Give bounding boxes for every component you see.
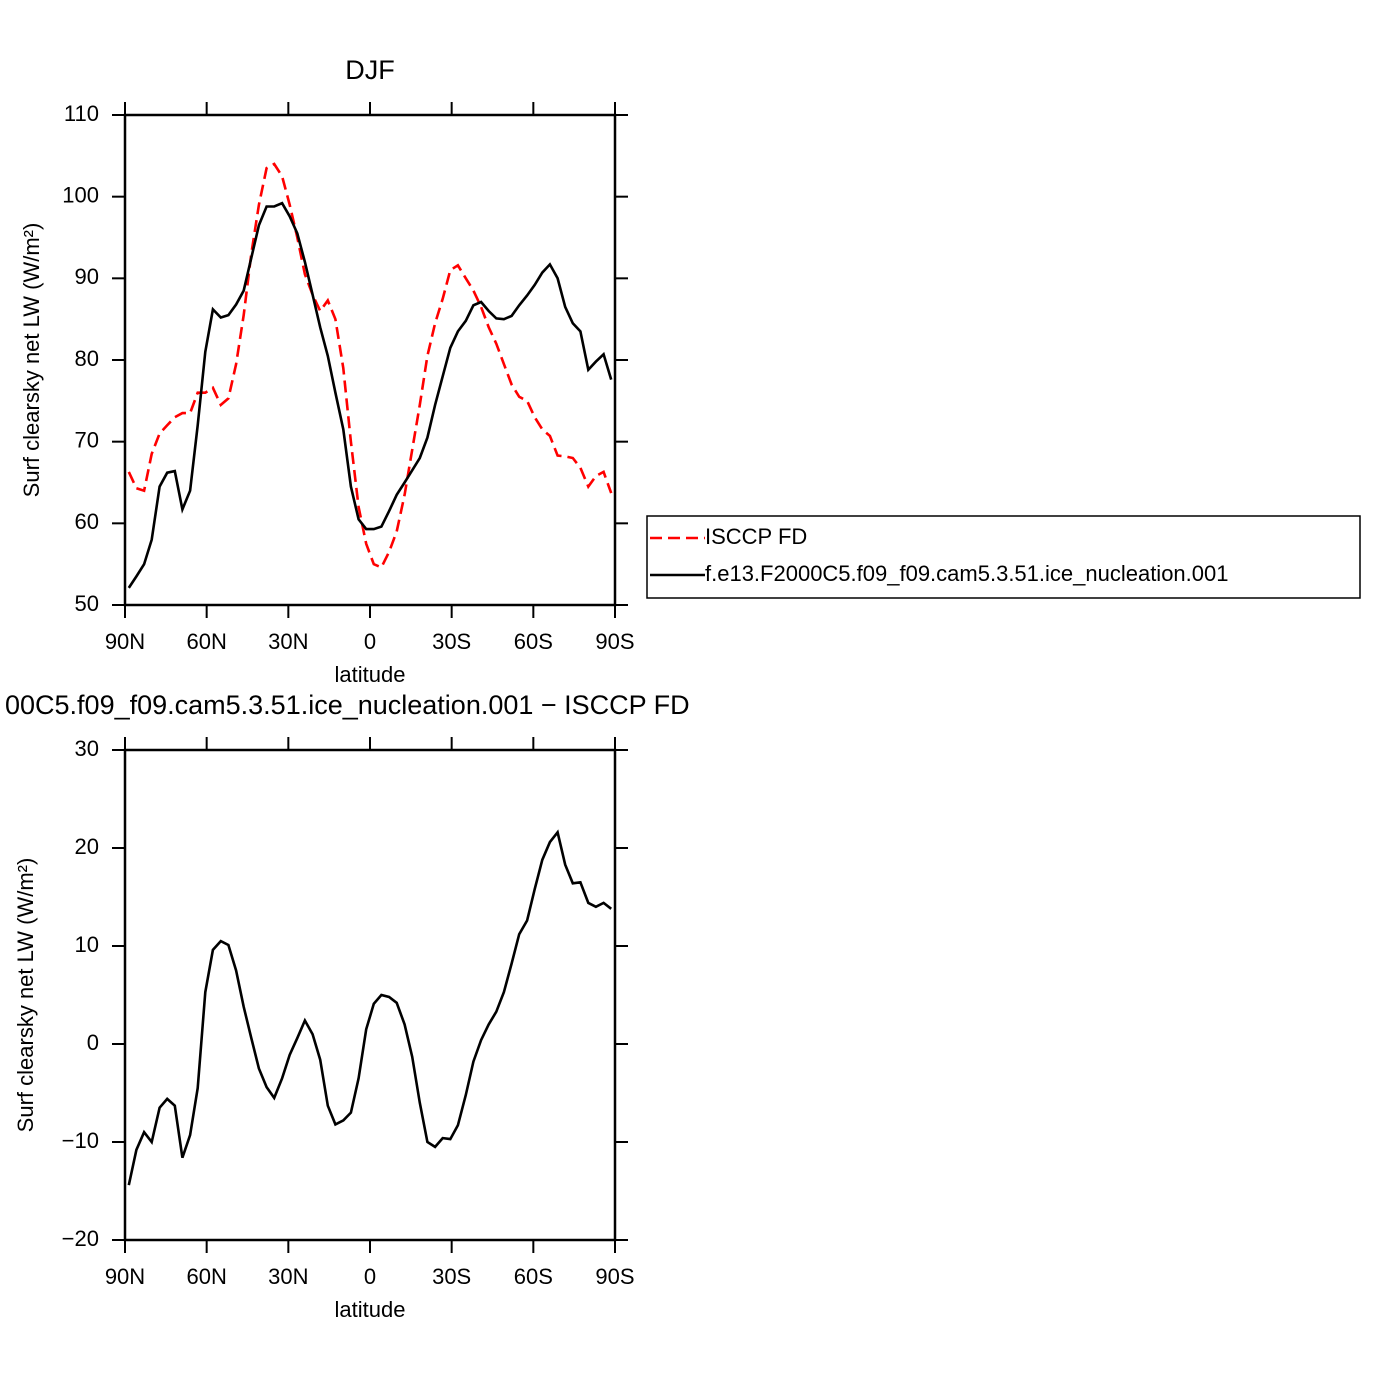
y-tick-label: −20 — [62, 1226, 99, 1251]
y-axis-label: Surf clearsky net LW (W/m²) — [13, 858, 38, 1133]
x-tick-label: 30S — [432, 629, 471, 654]
x-tick-label: 90S — [595, 1264, 634, 1289]
x-tick-label: 60S — [514, 629, 553, 654]
x-tick-label: 60N — [186, 629, 226, 654]
x-tick-label: 30N — [268, 629, 308, 654]
y-tick-label: −10 — [62, 1128, 99, 1153]
y-tick-label: 90 — [75, 264, 99, 289]
y-tick-label: 10 — [75, 932, 99, 957]
y-tick-label: 110 — [64, 101, 99, 126]
legend-box — [646, 515, 1361, 599]
y-tick-label: 100 — [62, 182, 99, 207]
legend-label: ISCCP FD — [705, 524, 807, 549]
chart-title: DJF — [345, 55, 395, 85]
x-tick-label: 90N — [105, 1264, 145, 1289]
x-tick-label: 90N — [105, 629, 145, 654]
data-line — [127, 201, 613, 589]
plot-frame — [123, 748, 617, 1242]
y-axis-label: Surf clearsky net LW (W/m²) — [19, 223, 44, 498]
x-tick-label: 90S — [595, 629, 634, 654]
y-tick-label: 0 — [87, 1030, 99, 1055]
data-line — [127, 829, 612, 1186]
chart-title: 00C5.f09_f09.cam5.3.51.ice_nucleation.00… — [5, 690, 690, 720]
y-tick-label: 50 — [75, 591, 99, 616]
x-axis-label: latitude — [335, 1297, 406, 1322]
y-tick-label: 60 — [75, 509, 99, 534]
x-tick-label: 30S — [432, 1264, 471, 1289]
x-axis-label: latitude — [335, 662, 406, 687]
x-tick-label: 60S — [514, 1264, 553, 1289]
x-tick-label: 0 — [364, 1264, 376, 1289]
y-tick-label: 70 — [75, 427, 99, 452]
plot-frame — [123, 113, 617, 607]
y-tick-label: 80 — [75, 346, 99, 371]
x-tick-label: 0 — [364, 629, 376, 654]
y-tick-label: 20 — [75, 834, 99, 859]
x-tick-label: 30N — [268, 1264, 308, 1289]
data-line — [127, 162, 613, 570]
x-tick-label: 60N — [186, 1264, 226, 1289]
legend: ISCCP FD f.e13.F2000C5.f09_f09.cam5.3.51.… — [646, 515, 1361, 599]
y-tick-label: 30 — [75, 736, 99, 761]
legend-label: f.e13.F2000C5.f09_f09.cam5.3.51.ice_nucl… — [705, 561, 1229, 586]
